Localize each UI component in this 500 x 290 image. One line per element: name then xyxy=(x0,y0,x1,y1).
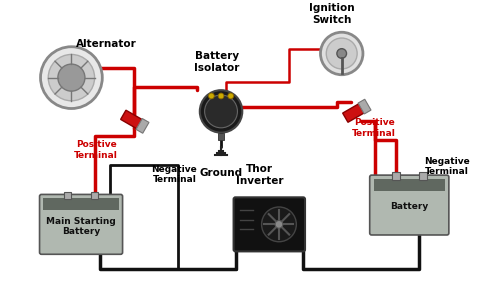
FancyBboxPatch shape xyxy=(234,197,305,251)
FancyBboxPatch shape xyxy=(370,175,449,235)
Text: Alternator: Alternator xyxy=(76,39,137,49)
Circle shape xyxy=(204,95,238,128)
Bar xyxy=(392,172,400,180)
Circle shape xyxy=(275,220,283,228)
Text: Ignition
Switch: Ignition Switch xyxy=(309,3,355,25)
Text: Ground: Ground xyxy=(200,168,242,178)
Text: Battery
Isolator: Battery Isolator xyxy=(194,51,240,73)
Bar xyxy=(374,179,445,191)
Circle shape xyxy=(326,38,357,69)
Bar xyxy=(90,191,98,199)
Circle shape xyxy=(48,55,94,101)
Bar xyxy=(218,133,224,140)
Polygon shape xyxy=(358,99,371,114)
Circle shape xyxy=(262,207,296,242)
FancyBboxPatch shape xyxy=(40,194,122,254)
Bar xyxy=(419,172,426,180)
Text: Negative
Terminal: Negative Terminal xyxy=(424,157,470,176)
Text: Negative
Terminal: Negative Terminal xyxy=(152,164,198,184)
Text: Positive
Terminal: Positive Terminal xyxy=(352,118,396,137)
Circle shape xyxy=(320,32,363,75)
Polygon shape xyxy=(136,119,149,133)
Circle shape xyxy=(40,47,102,108)
Circle shape xyxy=(200,90,242,133)
Text: Battery: Battery xyxy=(390,202,428,211)
Circle shape xyxy=(218,93,224,99)
Circle shape xyxy=(208,93,214,99)
Polygon shape xyxy=(342,101,369,122)
Bar xyxy=(64,191,72,199)
Polygon shape xyxy=(120,110,148,132)
Bar xyxy=(44,198,118,210)
Circle shape xyxy=(337,49,346,58)
Text: Positive
Terminal: Positive Terminal xyxy=(74,140,118,160)
Circle shape xyxy=(58,64,85,91)
Text: Thor
Inverter: Thor Inverter xyxy=(236,164,284,186)
Text: Main Starting
Battery: Main Starting Battery xyxy=(46,217,116,236)
Circle shape xyxy=(228,93,234,99)
